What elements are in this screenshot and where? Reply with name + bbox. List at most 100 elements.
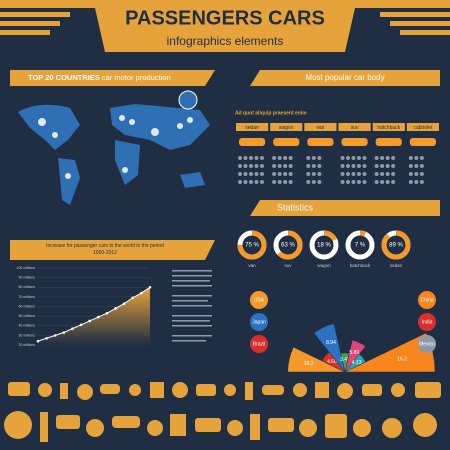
world-map (18, 104, 210, 205)
person-icon (306, 180, 311, 184)
person-icon (419, 156, 424, 160)
car-icon (341, 138, 368, 146)
person-icon (414, 180, 419, 184)
lorem-lines (172, 270, 212, 342)
legend: USA Japan Brazil China India Mexico (250, 291, 436, 353)
person-icon (311, 156, 316, 160)
person-icon (408, 164, 413, 168)
person-icon (260, 164, 264, 168)
section-band (250, 200, 440, 216)
donut-arc (237, 230, 267, 260)
polar-wedge (344, 332, 436, 373)
polar-label: 3.43 (340, 357, 350, 363)
person-icon (346, 180, 350, 184)
person-icon (260, 180, 264, 184)
section-band (250, 70, 440, 86)
growth-point (105, 311, 109, 315)
legend-label: Japan (252, 319, 266, 325)
growth-point (53, 334, 57, 337)
y-tick-label: 30 millions (18, 333, 35, 337)
person-icon (380, 156, 385, 160)
person-icon (243, 156, 248, 160)
y-tick-label: 90 millions (18, 276, 35, 280)
person-icon (346, 172, 350, 176)
donut-name: suv (284, 263, 292, 268)
person-icon (288, 180, 293, 184)
person-icon (414, 172, 419, 176)
growth-title: Increase for passenger cars in the world… (46, 243, 164, 256)
car-body-title: Most popular car body (305, 73, 384, 82)
person-icon (283, 180, 288, 184)
person-icon (419, 164, 424, 168)
person-icon (340, 164, 345, 168)
y-tick-label: 70 millions (18, 295, 35, 299)
section-band (10, 240, 215, 260)
donuts: 75 % van 63 % suv 18 % wagon 7 % hatchback 89 % s… (237, 230, 411, 268)
person-icon (391, 172, 396, 176)
polar-wedge (313, 323, 346, 373)
polar-label: 4.13 (352, 360, 362, 366)
person-icon (288, 172, 293, 176)
person-icon (249, 172, 253, 176)
person-icon (277, 164, 282, 168)
type-label: sedan (245, 125, 259, 131)
person-icon (283, 172, 288, 176)
person-icon (362, 156, 367, 160)
person-icon (238, 180, 242, 184)
car-icon (409, 138, 436, 146)
donut-label: 7 % (355, 243, 366, 249)
legend-dot (250, 335, 268, 353)
growth-point (97, 315, 100, 319)
person-icon (272, 172, 277, 176)
person-icon (357, 180, 361, 184)
person-icon (272, 156, 277, 160)
growth-title-box: Increase for passenger cars in the world… (46, 243, 164, 256)
person-icon (351, 156, 356, 160)
person-icon (277, 156, 282, 160)
growth-line (37, 286, 151, 342)
person-icon (408, 180, 413, 184)
growth-area (38, 287, 150, 345)
person-icon (351, 164, 356, 168)
donut-name: wagon (317, 263, 331, 268)
person-icon (283, 156, 288, 160)
growth-point (131, 296, 135, 300)
legend-dot (418, 291, 436, 309)
subtitle: infographics elements (167, 34, 284, 48)
person-icon (391, 180, 396, 184)
icon-row (4, 382, 441, 442)
type-header (304, 123, 337, 131)
person-icon (272, 164, 277, 168)
y-tick-label: 20 millions (18, 343, 35, 347)
type-header (236, 123, 269, 131)
person-icon (277, 172, 282, 176)
donut-label: 89 % (389, 243, 403, 249)
person-icon (357, 164, 361, 168)
growth-chart: 20 millions 30 millions 40 millions 50 mill… (17, 266, 152, 347)
donut-name: van (248, 263, 256, 268)
car-icon (273, 138, 300, 146)
map-title-bold: TOP 20 COUNTRIES (28, 73, 100, 82)
growth-point (71, 327, 74, 330)
person-icon (254, 164, 259, 168)
person-icon (272, 180, 277, 184)
header-stripes (0, 0, 450, 52)
person-icon (311, 180, 316, 184)
type-header (338, 123, 371, 131)
y-tick-label: 60 millions (18, 304, 35, 308)
person-icon (351, 180, 356, 184)
car-icon (239, 138, 266, 146)
person-icon (362, 172, 367, 176)
person-icon (249, 180, 253, 184)
person-icon (385, 164, 390, 168)
type-header (372, 123, 405, 131)
car-icon (307, 138, 334, 146)
person-icon (238, 156, 242, 160)
legend-label: Brazil (253, 341, 266, 347)
growth-point (62, 331, 66, 334)
growth-point (79, 323, 83, 327)
person-icon (277, 180, 282, 184)
person-icon (311, 164, 316, 168)
